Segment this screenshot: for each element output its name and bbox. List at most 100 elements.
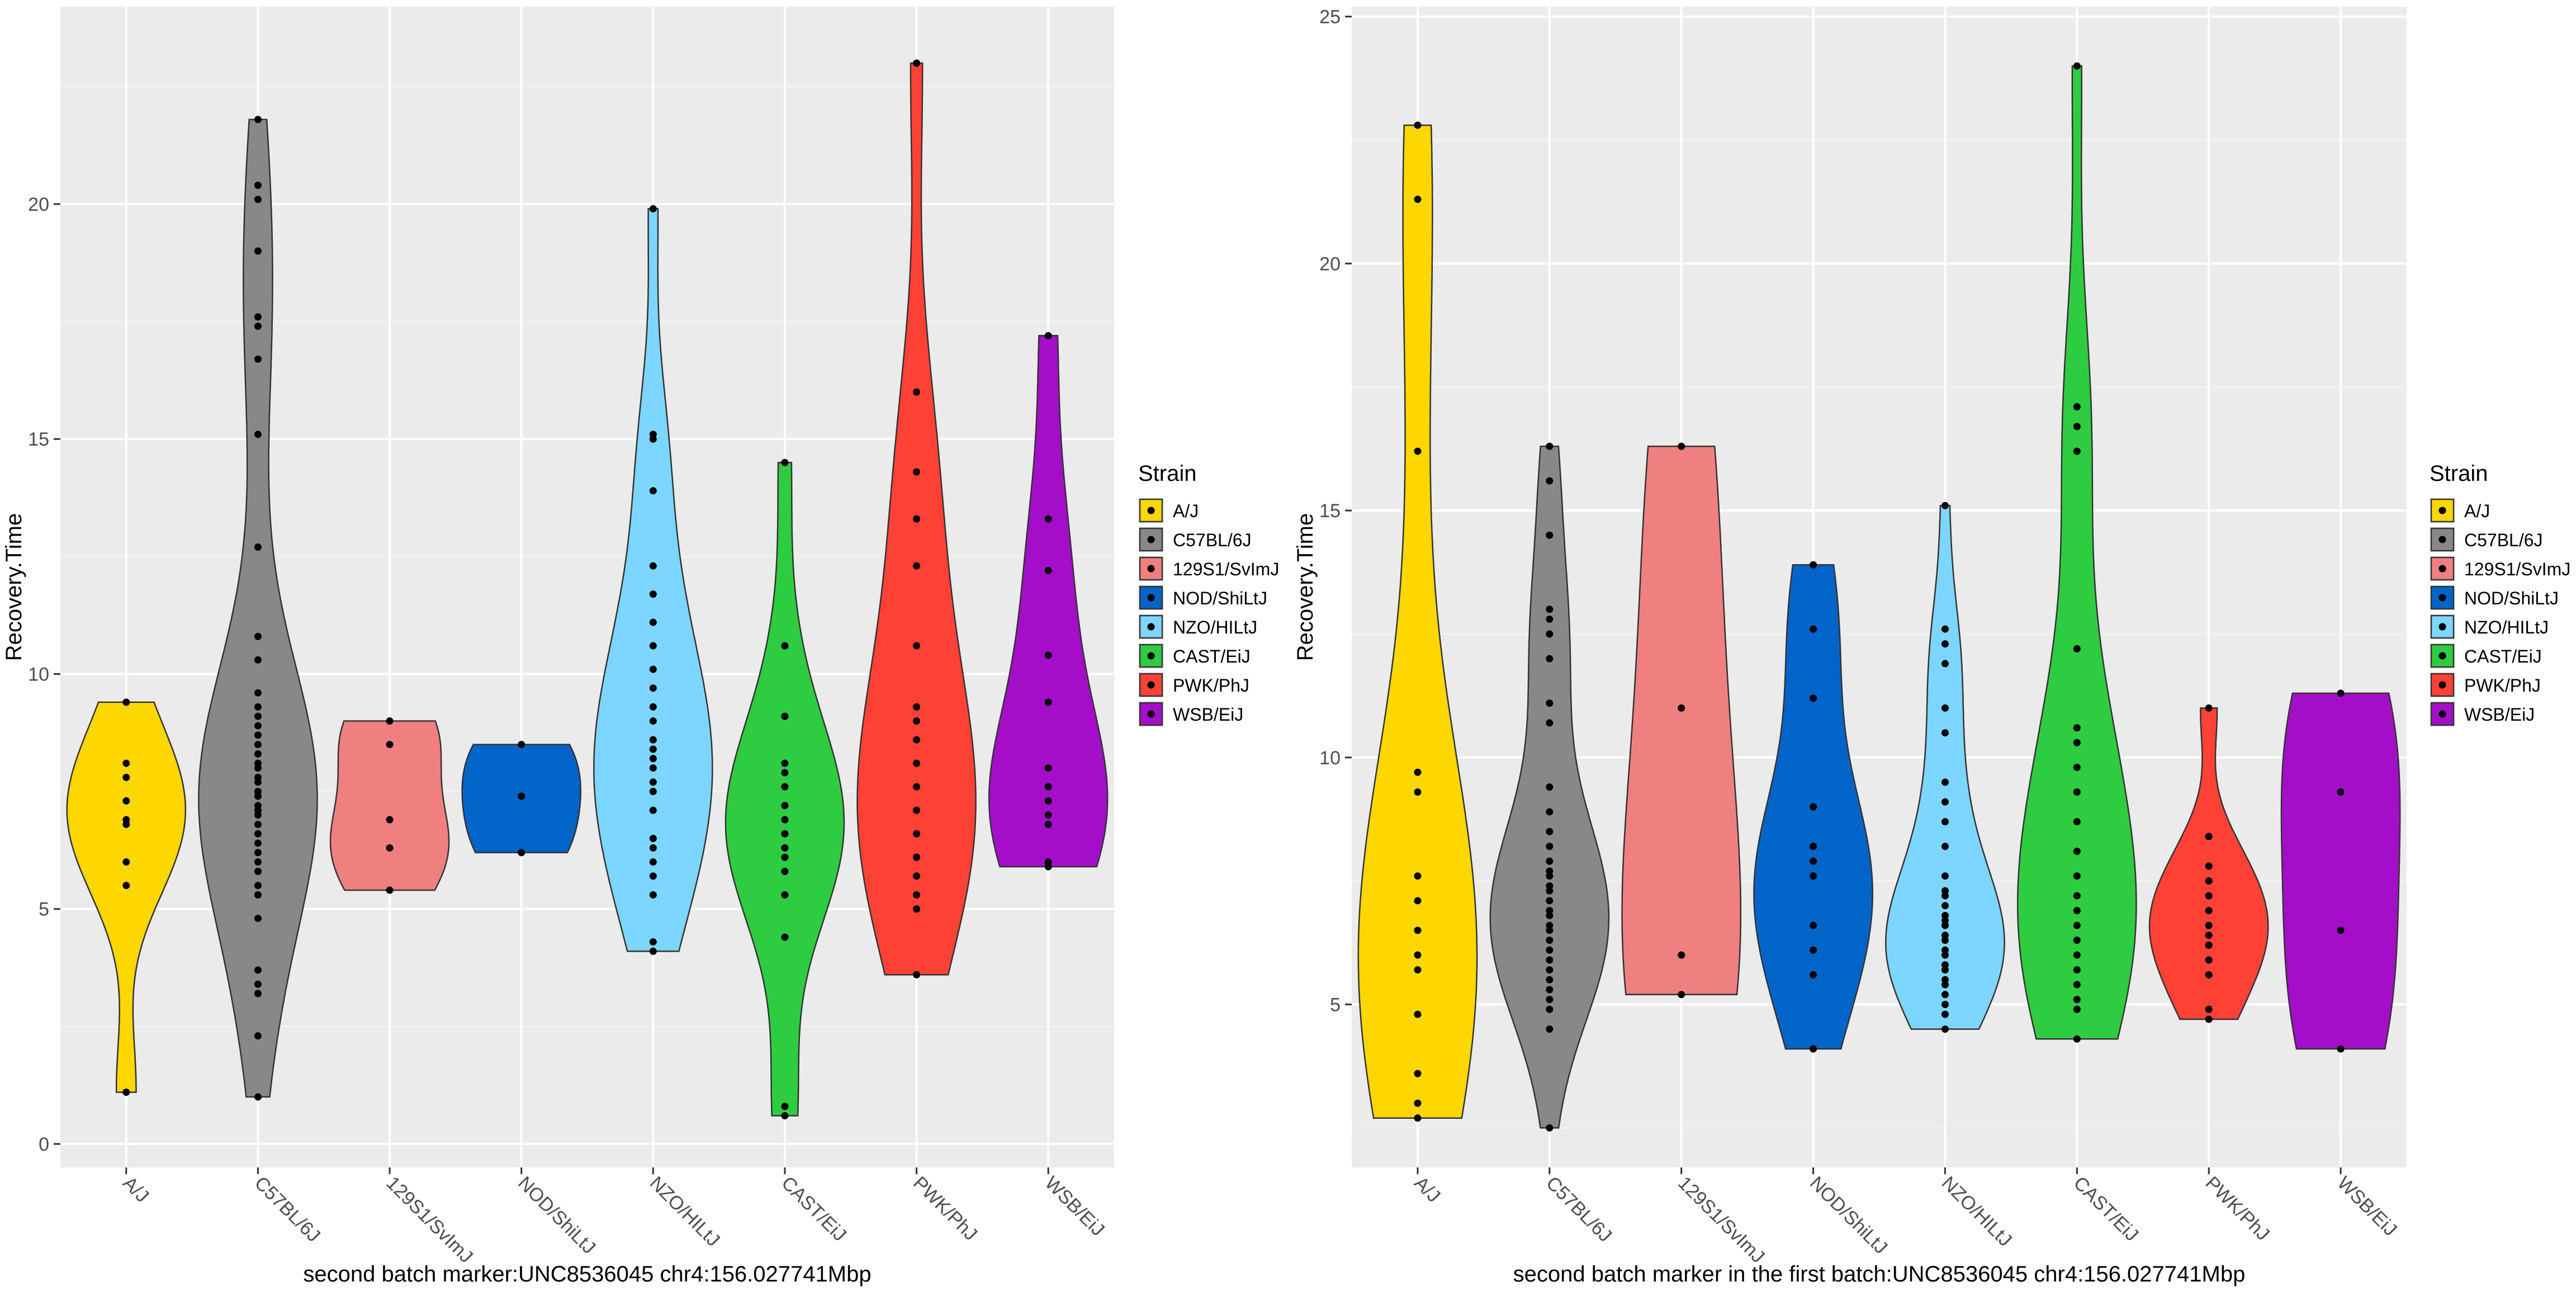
y-tick-label: 10 <box>1319 748 1341 769</box>
data-point-wsb-eij <box>1044 764 1052 772</box>
data-point-c57bl-6j <box>1546 630 1554 638</box>
data-point-c57bl-6j <box>254 543 262 551</box>
data-point-nzo-hiltj <box>649 487 657 495</box>
data-point-c57bl-6j <box>254 181 262 189</box>
data-point-cast-eij <box>2073 996 2081 1004</box>
data-point-wsb-eij <box>2337 788 2345 796</box>
data-point-c57bl-6j <box>254 882 262 890</box>
data-point-c57bl-6j <box>1546 966 1554 974</box>
data-point-nzo-hiltj <box>649 665 657 673</box>
data-point-pwk-phj <box>2205 907 2213 915</box>
data-point-a-j <box>122 797 130 805</box>
legend-point <box>2438 652 2446 660</box>
legend-label: A/J <box>1173 501 1199 521</box>
data-point-pwk-phj <box>2205 941 2213 949</box>
data-point-cast-eij <box>781 769 789 777</box>
data-point-c57bl-6j <box>254 1032 262 1040</box>
data-point-nod-shiltj <box>1810 1045 1817 1053</box>
legend-label: NOD/ShiLtJ <box>2464 588 2559 608</box>
data-point-c57bl-6j <box>254 247 262 255</box>
data-point-pwk-phj <box>913 971 921 978</box>
data-point-c57bl-6j <box>1546 867 1554 875</box>
data-point-pwk-phj <box>913 891 921 899</box>
data-point-c57bl-6j <box>1546 956 1554 964</box>
data-point-nzo-hiltj <box>1941 946 1949 954</box>
y-tick-label: 25 <box>1319 7 1341 28</box>
data-point-c57bl-6j <box>254 839 262 847</box>
data-point-cast-eij <box>2073 447 2081 455</box>
legend-point <box>2438 710 2446 718</box>
data-point-nzo-hiltj <box>1941 704 1949 712</box>
data-point-nzo-hiltj <box>1941 778 1949 786</box>
legend-point <box>2438 507 2446 514</box>
data-point-wsb-eij <box>2337 1045 2345 1053</box>
data-point-cast-eij <box>781 891 789 899</box>
data-point-a-j <box>122 1089 130 1096</box>
data-point-nzo-hiltj <box>649 745 657 753</box>
data-point-a-j <box>1414 768 1422 776</box>
data-point-c57bl-6j <box>254 915 262 923</box>
y-tick-label: 0 <box>39 1134 49 1155</box>
data-point-a-j <box>1414 447 1422 455</box>
x-tick-label-nzo-hiltj: NZO/HILtJ <box>646 1172 724 1251</box>
violin-nzo-hiltj <box>1885 504 2005 1030</box>
x-axis-title: second batch marker:UNC8536045 chr4:156.… <box>303 1262 871 1287</box>
data-point-nod-shiltj <box>1810 971 1817 978</box>
data-point-c57bl-6j <box>254 722 262 730</box>
legend-label: PWK/PhJ <box>2464 675 2541 696</box>
data-point-wsb-eij <box>1044 567 1052 575</box>
data-point-a-j <box>1414 872 1422 880</box>
data-point-c57bl-6j <box>1546 699 1554 707</box>
legend-swatch <box>1139 556 1163 581</box>
x-tick-label-pwk-phj: PWK/PhJ <box>2201 1172 2274 1245</box>
data-point-nod-shiltj <box>1810 561 1817 569</box>
data-point-pwk-phj <box>913 783 921 791</box>
violin-cast-eij <box>2016 65 2137 1040</box>
data-point-nzo-hiltj <box>1941 729 1949 737</box>
data-point-c57bl-6j <box>254 712 262 720</box>
data-point-129s1-svimj <box>1678 442 1685 450</box>
data-point-cast-eij <box>2073 966 2081 974</box>
data-point-c57bl-6j <box>254 802 262 810</box>
data-point-cast-eij <box>2073 848 2081 855</box>
data-point-cast-eij <box>2073 892 2081 900</box>
data-point-nod-shiltj <box>1810 857 1817 865</box>
data-point-c57bl-6j <box>254 116 262 124</box>
legend: Strain A/J C57BL/6J 129S1/SvImJ NOD/ShiLtJ NZ… <box>2430 461 2570 727</box>
data-point-129s1-svimj <box>386 717 394 725</box>
data-point-nod-shiltj <box>1810 921 1817 929</box>
data-point-c57bl-6j <box>254 196 262 204</box>
data-point-nzo-hiltj <box>649 778 657 786</box>
legend-item-129s1-svimj: 129S1/SvImJ <box>1138 556 1279 581</box>
data-point-nzo-hiltj <box>1941 902 1949 910</box>
data-point-pwk-phj <box>913 853 921 861</box>
data-point-cast-eij <box>2073 872 2081 880</box>
data-point-wsb-eij <box>1044 698 1052 706</box>
x-tick-label-a-j: A/J <box>119 1172 153 1207</box>
legend-item-a-j: A/J <box>1138 498 1199 523</box>
data-point-nzo-hiltj <box>649 891 657 899</box>
y-tick-label: 15 <box>28 429 49 450</box>
data-point-nzo-hiltj <box>1941 798 1949 806</box>
data-point-a-j <box>122 759 130 767</box>
violin-wsb-eij <box>988 335 1109 868</box>
data-point-c57bl-6j <box>1546 783 1554 791</box>
data-point-a-j <box>1414 1010 1422 1018</box>
data-point-c57bl-6j <box>1546 843 1554 850</box>
data-point-cast-eij <box>781 802 789 810</box>
legend-point <box>2438 681 2446 689</box>
legend-item-nzo-hiltj: NZO/HILtJ <box>2430 614 2549 640</box>
legend-title: Strain <box>2430 461 2488 486</box>
data-point-c57bl-6j <box>1546 808 1554 816</box>
data-point-nod-shiltj <box>1810 694 1817 702</box>
data-point-c57bl-6j <box>254 788 262 796</box>
data-point-pwk-phj <box>913 515 921 523</box>
data-point-a-j <box>122 816 130 824</box>
data-point-nod-shiltj <box>1810 843 1817 850</box>
data-point-c57bl-6j <box>1546 1025 1554 1033</box>
legend-label: NZO/HILtJ <box>1173 617 1257 637</box>
data-point-pwk-phj <box>913 736 921 744</box>
data-point-pwk-phj <box>913 59 921 67</box>
data-point-c57bl-6j <box>1546 937 1554 944</box>
data-point-129s1-svimj <box>386 886 394 894</box>
